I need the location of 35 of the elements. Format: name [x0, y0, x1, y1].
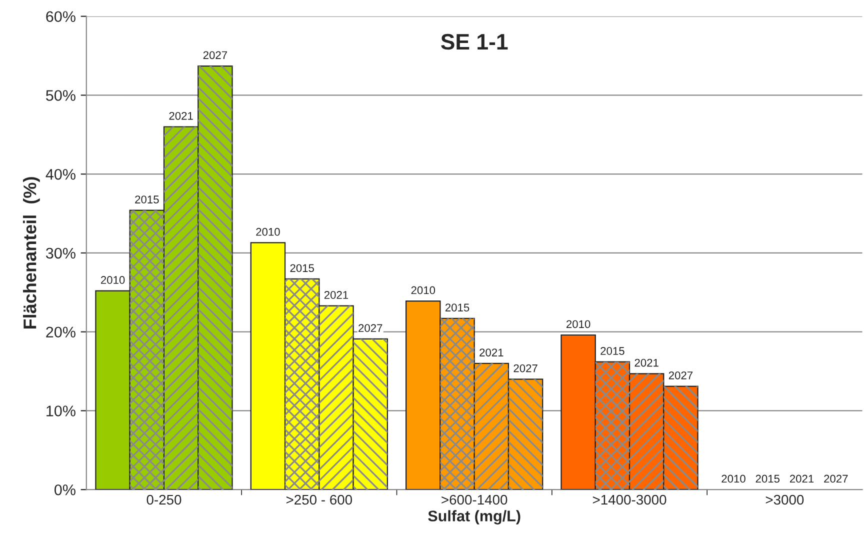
text: 2015	[290, 264, 314, 272]
series-label: 2027	[668, 371, 693, 380]
y-axis-title: Flächenanteil (%)	[23, 177, 40, 328]
y-tick-label: 20%	[46, 326, 76, 338]
x-tick-label: >3000	[766, 494, 804, 505]
y-tick-label: 50%	[46, 90, 76, 101]
x-tick-label: >600-1400	[442, 494, 508, 505]
text: 2010	[566, 320, 590, 328]
text: 2021	[480, 348, 504, 356]
series-label: 2021	[169, 112, 193, 120]
series-label: 2010	[100, 276, 125, 284]
text: 2021	[790, 474, 814, 483]
text: 2015	[756, 474, 780, 483]
text: 2010	[411, 286, 436, 294]
text: 2015	[445, 304, 470, 312]
text: 2027	[514, 364, 538, 372]
series-label: 2015	[135, 196, 159, 204]
text: 2021	[634, 358, 658, 367]
text: SE 1-1	[441, 34, 508, 50]
x-tick-label: >250 - 600	[286, 494, 352, 505]
y-tick-label: 60%	[46, 11, 76, 22]
y-tick-label: 30%	[46, 248, 76, 259]
text: 2021	[324, 291, 348, 299]
text: 2010	[256, 228, 280, 236]
text: 2010	[722, 474, 746, 483]
x-tick-label: 0-250	[146, 494, 182, 505]
text: 2027	[824, 474, 848, 483]
y-tick-label: 40%	[46, 168, 76, 180]
x-axis-title: Sulfat (mg/L)	[428, 510, 520, 524]
y-tick-label: 0%	[54, 484, 76, 496]
text: 2015	[600, 347, 624, 355]
text: 2027	[358, 324, 382, 332]
y-tick-label: 10%	[46, 406, 76, 416]
text: 2027	[203, 51, 227, 60]
x-tick-label: >1400-3000	[592, 494, 666, 505]
